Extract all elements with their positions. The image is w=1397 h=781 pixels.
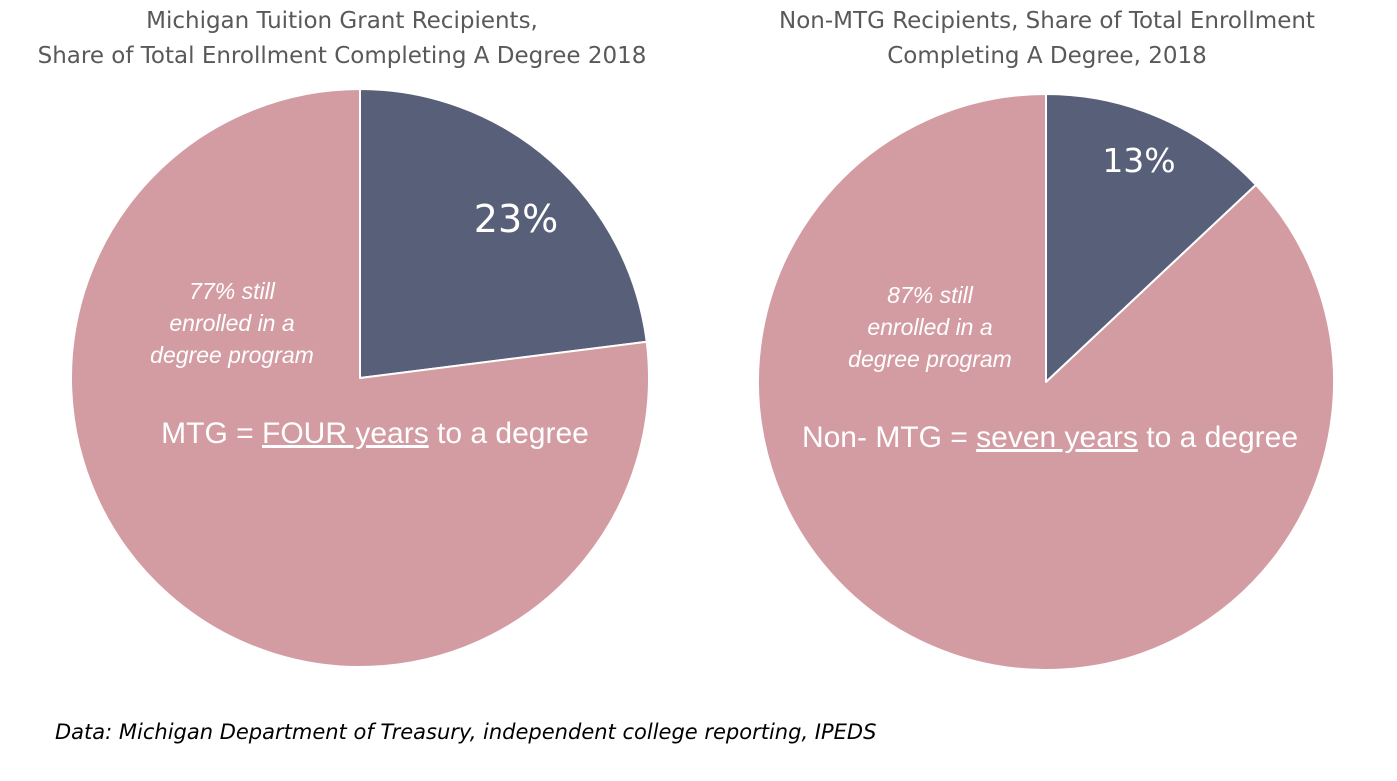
summary-underlined: seven years xyxy=(976,421,1138,454)
chart-title-line: Completing A Degree, 2018 xyxy=(887,43,1207,69)
source-note: Data: Michigan Department of Treasury, i… xyxy=(55,720,877,744)
pie-chart-non-mtg: 13% 87% still enrolled in a degree program N… xyxy=(757,93,1335,671)
pie-slice-enrolled xyxy=(757,93,1335,671)
pie-annotation-line: enrolled in a xyxy=(169,310,294,336)
summary-suffix: to a degree xyxy=(1138,421,1298,454)
pie-slice-completed xyxy=(1045,93,1257,383)
pie-annotation-line: degree program xyxy=(150,342,314,368)
pie-summary-text: Non- MTG = seven years to a degree xyxy=(802,421,1298,454)
summary-prefix: Non- MTG = xyxy=(802,421,976,454)
pie-annotation-line: 77% still xyxy=(189,278,276,304)
pie-annotation-line: 87% still xyxy=(887,282,974,308)
pie-chart-mtg: 23% 77% still enrolled in a degree program M… xyxy=(70,88,650,668)
pie-summary-text: MTG = FOUR years to a degree xyxy=(161,417,589,450)
pie-slice-enrolled xyxy=(70,88,650,668)
chart-title-line: Non-MTG Recipients, Share of Total Enrol… xyxy=(779,8,1315,34)
chart-title-non-mtg: Non-MTG Recipients, Share of Total Enrol… xyxy=(733,4,1361,74)
pie-data-label: 13% xyxy=(1102,141,1175,180)
pie-annotation-line: enrolled in a xyxy=(867,314,992,340)
chart-title-line: Share of Total Enrollment Completing A D… xyxy=(37,43,647,69)
summary-prefix: MTG = xyxy=(161,417,262,450)
pie-annotation-line: degree program xyxy=(848,346,1012,372)
chart-title-mtg: Michigan Tuition Grant Recipients, Share… xyxy=(22,4,662,74)
summary-suffix: to a degree xyxy=(429,417,589,450)
summary-underlined: FOUR years xyxy=(262,417,429,450)
pie-data-label: 23% xyxy=(474,197,558,241)
chart-title-line: Michigan Tuition Grant Recipients, xyxy=(146,8,538,34)
pie-slice-completed xyxy=(359,88,648,379)
